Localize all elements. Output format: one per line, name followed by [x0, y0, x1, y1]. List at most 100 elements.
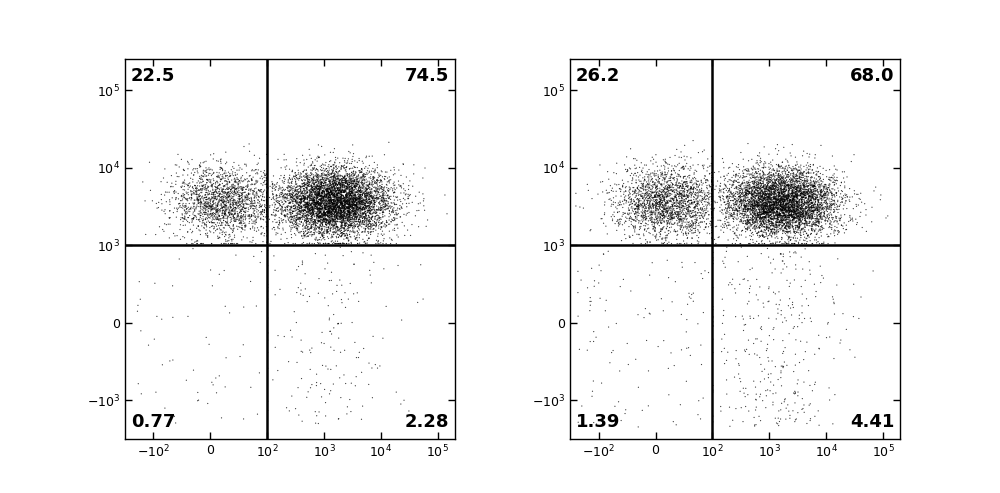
Point — [336, 216, 352, 224]
Point — [324, 203, 340, 211]
Point — [649, 188, 665, 196]
Point — [698, 224, 714, 232]
Point — [752, 171, 768, 179]
Point — [764, 221, 780, 229]
Point — [190, 222, 206, 230]
Point — [138, 231, 154, 239]
Point — [734, 202, 750, 210]
Point — [358, 198, 374, 206]
Point — [302, 193, 318, 201]
Point — [765, 198, 781, 206]
Point — [664, 195, 680, 203]
Point — [801, 201, 817, 209]
Point — [799, 189, 815, 197]
Point — [308, 198, 324, 206]
Point — [368, 187, 384, 195]
Point — [226, 187, 242, 195]
Point — [810, 196, 826, 204]
Point — [304, 344, 320, 352]
Point — [264, 211, 280, 218]
Point — [175, 217, 191, 225]
Point — [764, 194, 780, 202]
Point — [243, 200, 259, 208]
Point — [765, 191, 781, 199]
Point — [650, 218, 666, 226]
Point — [390, 177, 406, 185]
Point — [214, 204, 230, 211]
Point — [792, 207, 808, 215]
Point — [669, 208, 685, 216]
Point — [741, 187, 757, 195]
Point — [805, 218, 821, 226]
Point — [355, 200, 371, 208]
Point — [324, 213, 340, 221]
Point — [648, 233, 664, 241]
Point — [753, 194, 769, 202]
Point — [771, 227, 787, 235]
Point — [368, 189, 384, 197]
Point — [318, 217, 334, 225]
Point — [753, 204, 769, 212]
Point — [752, 208, 768, 216]
Point — [334, 187, 350, 195]
Point — [779, 167, 795, 175]
Point — [800, 190, 816, 198]
Point — [779, 277, 795, 284]
Point — [288, 216, 304, 224]
Point — [202, 198, 218, 206]
Point — [645, 222, 661, 230]
Point — [794, 194, 810, 202]
Point — [257, 171, 273, 179]
Point — [651, 198, 667, 206]
Point — [687, 218, 703, 226]
Point — [712, 186, 728, 194]
Point — [332, 184, 348, 192]
Point — [270, 332, 286, 340]
Point — [794, 199, 810, 207]
Point — [209, 213, 225, 221]
Point — [193, 172, 209, 179]
Point — [627, 223, 643, 231]
Point — [234, 198, 250, 206]
Point — [320, 189, 336, 197]
Point — [730, 214, 746, 222]
Point — [791, 177, 807, 185]
Point — [698, 239, 714, 247]
Point — [335, 186, 351, 194]
Point — [325, 216, 341, 224]
Point — [322, 196, 338, 204]
Point — [796, 186, 812, 194]
Point — [748, 213, 764, 221]
Point — [151, 199, 167, 207]
Point — [758, 208, 774, 216]
Point — [230, 184, 246, 192]
Point — [744, 190, 760, 198]
Point — [797, 176, 813, 184]
Point — [349, 208, 365, 216]
Point — [375, 213, 391, 221]
Point — [348, 207, 364, 214]
Point — [695, 163, 711, 171]
Point — [740, 182, 756, 190]
Point — [715, 220, 731, 228]
Point — [820, 240, 836, 247]
Point — [745, 200, 761, 208]
Point — [368, 209, 384, 217]
Point — [298, 198, 314, 206]
Point — [363, 251, 379, 259]
Point — [811, 196, 827, 204]
Point — [693, 177, 709, 185]
Point — [301, 180, 317, 188]
Point — [348, 206, 364, 214]
Point — [325, 200, 341, 208]
Point — [674, 214, 690, 222]
Point — [346, 192, 362, 200]
Point — [774, 216, 790, 224]
Point — [788, 193, 804, 201]
Point — [375, 208, 391, 216]
Point — [315, 175, 331, 183]
Point — [774, 217, 790, 225]
Point — [638, 203, 654, 211]
Point — [793, 234, 809, 242]
Point — [794, 205, 810, 213]
